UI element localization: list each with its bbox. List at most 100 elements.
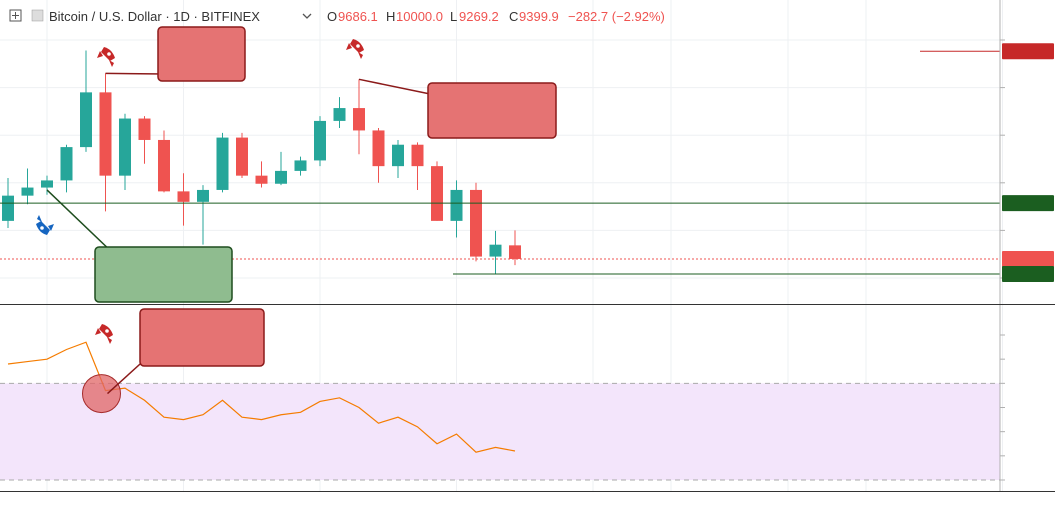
candle-body (255, 175, 268, 184)
rocket-window (107, 52, 111, 56)
candle (158, 130, 170, 193)
callout-pointer (105, 72, 166, 75)
change-value: −282.7 (−2.92%) (568, 9, 665, 24)
overbought-oversold-band (0, 383, 1000, 480)
rocket-fin (97, 51, 103, 58)
candle (470, 182, 482, 262)
candle-body (392, 144, 404, 167)
rocket-fin (37, 215, 42, 222)
rocket-fin (109, 60, 114, 67)
low-value: 9269.2 (459, 9, 499, 24)
candle-body (138, 118, 151, 140)
chart-header: Bitcoin / U.S. Dollar · 1D · BITFINEX O … (9, 9, 665, 24)
callout-pointer (46, 189, 116, 256)
low-letter: L (450, 9, 457, 24)
candle-body (372, 130, 385, 167)
candle-body (41, 180, 53, 188)
candle-body (99, 92, 112, 176)
candle (294, 156, 307, 176)
candle-body (236, 137, 248, 176)
candle (216, 132, 229, 193)
open-value: 9686.1 (338, 9, 378, 24)
price-tag-box (1002, 43, 1054, 60)
candle (21, 168, 34, 205)
price-tag-box (1002, 265, 1054, 282)
price-tags (1002, 43, 1054, 282)
candle-body (197, 189, 209, 202)
candle (80, 50, 92, 152)
candle-body (216, 137, 229, 190)
candle-body (177, 191, 190, 202)
candle (197, 185, 209, 245)
candle (275, 151, 287, 186)
candle-body (431, 166, 443, 221)
candle (411, 142, 424, 190)
candle (509, 230, 521, 266)
price-level-lines (0, 50, 1000, 275)
candle (60, 144, 73, 193)
candle-body (158, 139, 170, 192)
candle-body (333, 108, 346, 121)
candle-body (2, 195, 14, 221)
callout-box (427, 82, 557, 139)
candle (138, 116, 151, 164)
candle-body (489, 244, 502, 257)
candle-body (353, 108, 365, 131)
y-axis-labels (1000, 39, 1005, 481)
candle (353, 79, 365, 155)
price-tag-box (1002, 250, 1054, 267)
candle-body (275, 170, 287, 184)
callout-box (139, 308, 265, 367)
candle-body (411, 144, 424, 167)
candlestick-series (2, 50, 521, 274)
rocket-window (356, 44, 360, 48)
candle (450, 180, 463, 238)
annotation-layer (46, 26, 557, 414)
rocket-icon (97, 47, 115, 67)
high-value: 10000.0 (396, 9, 443, 24)
candle-body (470, 189, 482, 257)
close-letter: C (509, 9, 518, 24)
price-tag-box (1002, 195, 1054, 212)
callout-pointer (358, 78, 436, 96)
candle-body (294, 160, 307, 171)
candle-body (450, 189, 463, 221)
exit-overbought-circle (82, 374, 121, 414)
candle-body (509, 245, 521, 259)
symbol-title: Bitcoin / U.S. Dollar · 1D · BITFINEX (49, 9, 260, 24)
symbol-square-icon (31, 9, 44, 22)
candle (314, 116, 326, 167)
rocket-icon (346, 39, 364, 59)
rsi-series (7, 341, 516, 453)
candle-body (80, 92, 92, 148)
rocket-window (105, 329, 109, 333)
candle (431, 161, 443, 221)
candle-body (21, 187, 34, 196)
callout-box (94, 246, 233, 303)
rocket-fin (346, 43, 352, 50)
candle (236, 132, 248, 179)
rocket-window (40, 226, 44, 230)
candle (119, 113, 131, 190)
candle (99, 73, 112, 212)
chevron-down-icon[interactable] (302, 13, 312, 19)
candle (372, 128, 385, 183)
marker-icons (36, 39, 364, 344)
rocket-fin (48, 224, 54, 231)
candle (255, 161, 268, 188)
candle (489, 230, 502, 274)
rocket-fin (358, 52, 363, 59)
rocket-fin (107, 337, 112, 344)
open-letter: O (327, 9, 337, 24)
candle-body (314, 120, 326, 161)
rocket-fin (95, 328, 101, 335)
candle-body (119, 118, 131, 176)
candle (177, 173, 190, 226)
candle (392, 139, 404, 179)
rsi-line (7, 341, 516, 453)
expand-icon[interactable] (9, 9, 22, 22)
rocket-icon (95, 324, 113, 344)
candle (41, 175, 53, 195)
candle (333, 97, 346, 129)
